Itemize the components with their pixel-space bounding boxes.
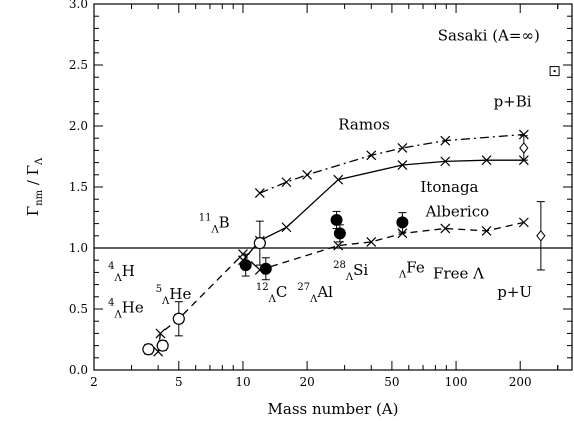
y-axis-title: Γnm / ΓΛ (24, 157, 45, 216)
y-axis-title-main2: Γ (24, 165, 42, 175)
x-axis-title: Mass number (A) (268, 400, 399, 418)
x-tick-label: 20 (299, 375, 314, 389)
filled-circle-marker (239, 259, 252, 272)
x-marker (155, 328, 166, 339)
x-tick-label: 50 (384, 375, 399, 389)
series-5 (239, 210, 409, 281)
series-line (157, 221, 524, 352)
x-marker (302, 169, 313, 180)
y-axis-title-sub2: Λ (34, 157, 45, 166)
x-marker (397, 228, 408, 239)
hypernucleus-label: 4ΛHe (108, 298, 144, 321)
y-tick-label: 1.5 (69, 180, 88, 194)
y-tick-label: 0.5 (69, 302, 88, 316)
x-marker (397, 143, 408, 153)
filled-circle-marker (333, 227, 346, 240)
annotation-label: Itonaga (420, 178, 478, 196)
x-marker (440, 223, 451, 234)
x-tick-label: 200 (509, 375, 532, 389)
hypernucleus-label: ΛFe (398, 258, 425, 280)
annotation-label: Ramos (338, 116, 390, 134)
hypernucleus-label: 28ΛSi (333, 260, 368, 283)
series-4 (142, 220, 266, 356)
x-tick-label: 10 (235, 375, 250, 389)
x-marker (366, 236, 377, 247)
open-circle-marker (253, 237, 266, 250)
hypernucleus-label: 11ΛB (199, 212, 230, 235)
open-circle-marker (142, 343, 155, 356)
x-tick-label: 100 (445, 375, 468, 389)
series-2 (254, 129, 529, 199)
x-marker (481, 155, 492, 166)
annotation-label: p+Bi (494, 92, 532, 110)
x-marker (397, 160, 408, 170)
axis-ticks (93, 3, 572, 371)
hypernucleus-label: 27ΛAl (297, 282, 333, 305)
y-tick-label: 1.0 (69, 241, 88, 255)
hypernucleus-label: 5ΛHe (156, 284, 192, 307)
x-marker (333, 240, 344, 251)
y-tick-label: 2.0 (69, 119, 88, 133)
x-marker (366, 150, 377, 161)
annotation-label: Alberico (425, 202, 490, 220)
annotation-label: Free Λ (433, 265, 484, 283)
x-tick-label: 2 (90, 375, 98, 389)
x-marker (518, 129, 529, 140)
series-7 (549, 66, 560, 77)
hypernucleus-label: 12ΛC (256, 282, 287, 305)
y-axis-title-sub: nm (34, 189, 45, 205)
y-tick-label: 3.0 (69, 0, 88, 11)
x-marker (440, 135, 451, 146)
square-dot (553, 70, 556, 73)
series-line (259, 133, 524, 194)
annotation-label: Sasaki (A=∞) (438, 27, 540, 45)
open-diamond-marker (519, 142, 529, 154)
axis-tick-labels: 2 5 10 20 50 100 200 0.0 0.5 1.0 1.5 2.0 2.5 3.0 (69, 0, 532, 389)
plot-area: 2 5 10 20 50 100 200 0.0 0.5 1.0 1.5 2.0 2.5 3.0 Sasa… (69, 0, 573, 389)
y-tick-label: 2.5 (69, 58, 88, 72)
annotations: Sasaki (A=∞) p+Bi Ramos Itonaga Alberico Free… (108, 27, 540, 321)
x-marker (281, 222, 292, 233)
x-marker (440, 156, 451, 167)
y-axis-title-sep: / (24, 175, 42, 190)
series-line (242, 159, 524, 261)
series-6 (519, 135, 546, 271)
filled-circle-marker (259, 262, 272, 275)
open-circle-marker (172, 312, 185, 325)
series-layer (142, 66, 560, 357)
annotation-label: p+U (497, 283, 532, 301)
x-marker (518, 217, 529, 228)
y-axis-title-main: Γ (24, 206, 42, 216)
filled-circle-marker (396, 216, 409, 229)
filled-circle-marker (330, 213, 343, 226)
x-marker (333, 174, 344, 185)
open-circle-marker (156, 339, 169, 352)
x-tick-label: 5 (175, 375, 183, 389)
y-tick-label: 0.0 (69, 363, 88, 377)
x-marker (281, 177, 292, 188)
plot-frame (93, 3, 573, 371)
x-marker (254, 188, 265, 199)
hypernucleus-label: 4ΛH (108, 261, 135, 284)
x-marker (481, 225, 492, 236)
open-diamond-marker (536, 229, 546, 242)
